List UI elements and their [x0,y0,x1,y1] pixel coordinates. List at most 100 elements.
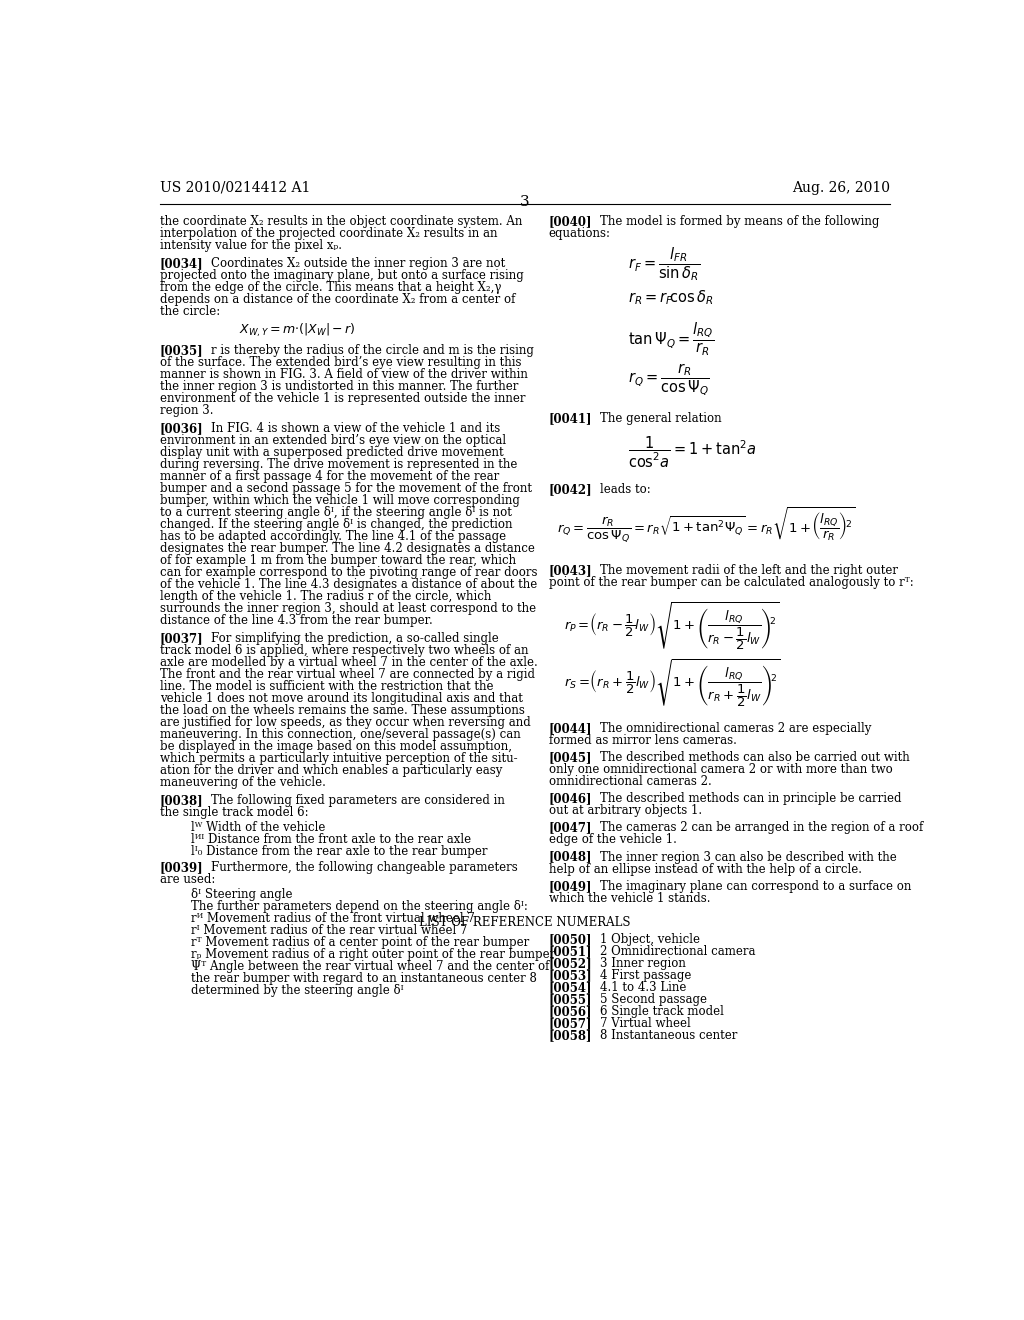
Text: [0034]: [0034] [160,257,204,271]
Text: LIST OF REFERENCE NUMERALS: LIST OF REFERENCE NUMERALS [419,916,631,929]
Text: maneuvering. In this connection, one/several passage(s) can: maneuvering. In this connection, one/sev… [160,727,520,741]
Text: intensity value for the pixel xₚ.: intensity value for the pixel xₚ. [160,239,342,252]
Text: [0049]: [0049] [549,879,592,892]
Text: [0055]: [0055] [549,993,592,1006]
Text: [0041]: [0041] [549,412,592,425]
Text: The described methods can in principle be carried: The described methods can in principle b… [600,792,902,805]
Text: line. The model is sufficient with the restriction that the: line. The model is sufficient with the r… [160,680,494,693]
Text: [0036]: [0036] [160,422,204,434]
Text: depends on a distance of the coordinate X₂ from a center of: depends on a distance of the coordinate … [160,293,515,306]
Text: 7 Virtual wheel: 7 Virtual wheel [600,1016,691,1030]
Text: are used:: are used: [160,873,215,886]
Text: projected onto the imaginary plane, but onto a surface rising: projected onto the imaginary plane, but … [160,269,523,282]
Text: [0048]: [0048] [549,850,592,863]
Text: the load on the wheels remains the same. These assumptions: the load on the wheels remains the same.… [160,704,524,717]
Text: $\tan\Psi_Q = \dfrac{l_{RQ}}{r_R}$: $\tan\Psi_Q = \dfrac{l_{RQ}}{r_R}$ [628,321,714,358]
Text: leads to:: leads to: [600,483,651,496]
Text: [0037]: [0037] [160,632,204,645]
Text: The following fixed parameters are considered in: The following fixed parameters are consi… [211,793,505,807]
Text: The omnidirectional cameras 2 are especially: The omnidirectional cameras 2 are especi… [600,722,871,735]
Text: vehicle 1 does not move around its longitudinal axis and that: vehicle 1 does not move around its longi… [160,692,522,705]
Text: $r_S = \!\left(r_R + \dfrac{1}{2}l_W\right)\sqrt{1+\left(\dfrac{l_{RQ}}{r_R + \d: $r_S = \!\left(r_R + \dfrac{1}{2}l_W\rig… [564,657,780,709]
Text: to a current steering angle δᴵ, if the steering angle δᴵ is not: to a current steering angle δᴵ, if the s… [160,506,512,519]
Text: $r_R = r_F\!\cos\delta_R$: $r_R = r_F\!\cos\delta_R$ [628,288,714,306]
Text: The movement radii of the left and the right outer: The movement radii of the left and the r… [600,564,898,577]
Text: track model 6 is applied, where respectively two wheels of an: track model 6 is applied, where respecti… [160,644,528,657]
Text: The front and the rear virtual wheel 7 are connected by a rigid: The front and the rear virtual wheel 7 a… [160,668,535,681]
Text: 3 Inner region: 3 Inner region [600,957,686,970]
Text: Furthermore, the following changeable parameters: Furthermore, the following changeable pa… [211,861,518,874]
Text: interpolation of the projected coordinate X₂ results in an: interpolation of the projected coordinat… [160,227,498,240]
Text: δᴵ Steering angle: δᴵ Steering angle [191,888,293,902]
Text: US 2010/0214412 A1: US 2010/0214412 A1 [160,181,310,195]
Text: display unit with a superposed predicted drive movement: display unit with a superposed predicted… [160,446,504,459]
Text: $\dfrac{1}{\cos^2\!a} = 1 + \tan^2\!a$: $\dfrac{1}{\cos^2\!a} = 1 + \tan^2\!a$ [628,434,757,470]
Text: The described methods can also be carried out with: The described methods can also be carrie… [600,751,910,764]
Text: lᴻᴵ Distance from the front axle to the rear axle: lᴻᴵ Distance from the front axle to the … [191,833,472,846]
Text: The inner region 3 can also be described with the: The inner region 3 can also be described… [600,850,897,863]
Text: In FIG. 4 is shown a view of the vehicle 1 and its: In FIG. 4 is shown a view of the vehicle… [211,422,501,434]
Text: determined by the steering angle δᴵ: determined by the steering angle δᴵ [191,983,404,997]
Text: $r_F = \dfrac{l_{FR}}{\sin\delta_R}$: $r_F = \dfrac{l_{FR}}{\sin\delta_R}$ [628,246,700,284]
Text: $r_P = \!\left(r_R - \dfrac{1}{2}l_W\right)\sqrt{1+\left(\dfrac{l_{RQ}}{r_R - \d: $r_P = \!\left(r_R - \dfrac{1}{2}l_W\rig… [564,601,780,652]
Text: 8 Instantaneous center: 8 Instantaneous center [600,1028,737,1041]
Text: environment of the vehicle 1 is represented outside the inner: environment of the vehicle 1 is represen… [160,392,525,405]
Text: which the vehicle 1 stands.: which the vehicle 1 stands. [549,891,710,904]
Text: edge of the vehicle 1.: edge of the vehicle 1. [549,833,677,846]
Text: the circle:: the circle: [160,305,220,318]
Text: only one omnidirectional camera 2 or with more than two: only one omnidirectional camera 2 or wit… [549,763,892,776]
Text: from the edge of the circle. This means that a height X₂,γ: from the edge of the circle. This means … [160,281,501,294]
Text: formed as mirror lens cameras.: formed as mirror lens cameras. [549,734,736,747]
Text: rᵀ Movement radius of a center point of the rear bumper: rᵀ Movement radius of a center point of … [191,936,529,949]
Text: [0045]: [0045] [549,751,592,764]
Text: [0051]: [0051] [549,945,592,958]
Text: $r_Q = \dfrac{r_R}{\cos\Psi_Q} = r_R\sqrt{1+\tan^2\!\Psi_Q} = r_R\sqrt{1+\!\left: $r_Q = \dfrac{r_R}{\cos\Psi_Q} = r_R\sqr… [557,506,855,545]
Text: 4.1 to 4.3 Line: 4.1 to 4.3 Line [600,981,686,994]
Text: The cameras 2 can be arranged in the region of a roof: The cameras 2 can be arranged in the reg… [600,821,924,834]
Text: rᴵ Movement radius of the rear virtual wheel 7: rᴵ Movement radius of the rear virtual w… [191,924,468,937]
Text: The model is formed by means of the following: The model is formed by means of the foll… [600,215,880,228]
Text: [0054]: [0054] [549,981,592,994]
Text: [0044]: [0044] [549,722,592,735]
Text: 3: 3 [520,195,529,209]
Text: has to be adapted accordingly. The line 4.1 of the passage: has to be adapted accordingly. The line … [160,529,506,543]
Text: Aug. 26, 2010: Aug. 26, 2010 [792,181,890,195]
Text: of for example 1 m from the bumper toward the rear, which: of for example 1 m from the bumper towar… [160,554,516,566]
Text: [0040]: [0040] [549,215,592,228]
Text: maneuvering of the vehicle.: maneuvering of the vehicle. [160,776,326,789]
Text: 4 First passage: 4 First passage [600,969,691,982]
Text: 6 Single track model: 6 Single track model [600,1005,724,1018]
Text: [0039]: [0039] [160,861,204,874]
Text: [0056]: [0056] [549,1005,592,1018]
Text: omnidirectional cameras 2.: omnidirectional cameras 2. [549,775,712,788]
Text: length of the vehicle 1. The radius r of the circle, which: length of the vehicle 1. The radius r of… [160,590,492,603]
Text: changed. If the steering angle δᴵ is changed, the prediction: changed. If the steering angle δᴵ is cha… [160,517,512,531]
Text: [0047]: [0047] [549,821,592,834]
Text: [0057]: [0057] [549,1016,592,1030]
Text: Ψᵀ Angle between the rear virtual wheel 7 and the center of: Ψᵀ Angle between the rear virtual wheel … [191,960,550,973]
Text: [0052]: [0052] [549,957,592,970]
Text: [0058]: [0058] [549,1028,592,1041]
Text: bumper and a second passage 5 for the movement of the front: bumper and a second passage 5 for the mo… [160,482,531,495]
Text: $X_{W,Y}=m{\cdot}(|X_W|-r)$: $X_{W,Y}=m{\cdot}(|X_W|-r)$ [240,322,355,339]
Text: equations:: equations: [549,227,610,240]
Text: rᴻ Movement radius of the front virtual wheel 7: rᴻ Movement radius of the front virtual … [191,912,475,925]
Text: rₚ Movement radius of a right outer point of the rear bumper: rₚ Movement radius of a right outer poin… [191,948,556,961]
Text: the single track model 6:: the single track model 6: [160,805,308,818]
Text: bumper, within which the vehicle 1 will move corresponding: bumper, within which the vehicle 1 will … [160,494,519,507]
Text: 2 Omnidirectional camera: 2 Omnidirectional camera [600,945,756,958]
Text: the coordinate X₂ results in the object coordinate system. An: the coordinate X₂ results in the object … [160,215,522,228]
Text: the inner region 3 is undistorted in this manner. The further: the inner region 3 is undistorted in thi… [160,380,518,393]
Text: [0046]: [0046] [549,792,592,805]
Text: The general relation: The general relation [600,412,722,425]
Text: [0050]: [0050] [549,933,592,946]
Text: be displayed in the image based on this model assumption,: be displayed in the image based on this … [160,739,512,752]
Text: distance of the line 4.3 from the rear bumper.: distance of the line 4.3 from the rear b… [160,614,432,627]
Text: [0053]: [0053] [549,969,592,982]
Text: point of the rear bumper can be calculated analogously to rᵀ:: point of the rear bumper can be calculat… [549,576,913,589]
Text: surrounds the inner region 3, should at least correspond to the: surrounds the inner region 3, should at … [160,602,536,615]
Text: of the surface. The extended bird’s eye view resulting in this: of the surface. The extended bird’s eye … [160,356,521,368]
Text: The further parameters depend on the steering angle δᴵ:: The further parameters depend on the ste… [191,900,528,913]
Text: [0035]: [0035] [160,343,204,356]
Text: r is thereby the radius of the circle and m is the rising: r is thereby the radius of the circle an… [211,343,535,356]
